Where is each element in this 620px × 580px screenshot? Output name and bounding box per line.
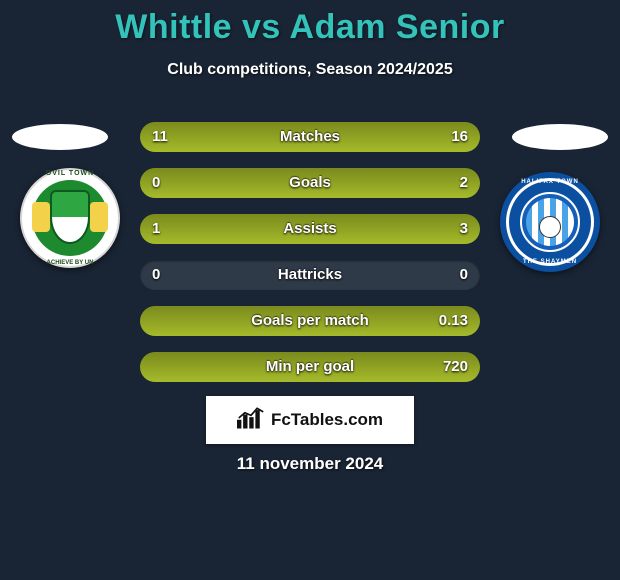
- stat-label: Matches: [140, 122, 480, 152]
- chart-icon: [237, 407, 265, 434]
- badge-left-bottom-text: ACHIEVE BY UN: [20, 260, 120, 266]
- stat-value-right: 2: [460, 168, 468, 198]
- page-title: Whittle vs Adam Senior: [0, 0, 620, 47]
- stat-value-left: 1: [152, 214, 160, 244]
- stats-container: Matches1116Goals02Assists13Hattricks00Go…: [140, 122, 480, 398]
- stat-label: Assists: [140, 214, 480, 244]
- stat-value-left: 0: [152, 260, 160, 290]
- stat-label: Min per goal: [140, 352, 480, 382]
- badge-right-bottom-text: THE SHAYMEN: [500, 259, 600, 265]
- date-label: 11 november 2024: [0, 454, 620, 474]
- pedestal-left: [12, 124, 108, 150]
- stat-row: Min per goal720: [140, 352, 480, 382]
- pedestal-right: [512, 124, 608, 150]
- club-badge-left: OVIL TOWN ACHIEVE BY UN: [20, 168, 120, 268]
- stat-row: Hattricks0 0: [140, 260, 480, 290]
- stat-row: Assists1 3: [140, 214, 480, 244]
- brand-text: FcTables.com: [271, 410, 383, 430]
- stat-row: Goals per match0.13: [140, 306, 480, 336]
- stat-value-left: 11: [152, 122, 168, 152]
- stat-label: Hattricks: [140, 260, 480, 290]
- stat-value-right: 720: [443, 352, 468, 382]
- stat-value-right: 0: [460, 260, 468, 290]
- stat-value-right: 0.13: [439, 306, 468, 336]
- stat-value-left: 0: [152, 168, 160, 198]
- stat-row: Goals0 2: [140, 168, 480, 198]
- club-badge-right: HALIFAX TOWN THE SHAYMEN: [500, 172, 600, 272]
- stat-value-right: 16: [451, 122, 468, 152]
- stat-row: Matches11 16: [140, 122, 480, 152]
- stat-label: Goals: [140, 168, 480, 198]
- stat-value-right: 3: [460, 214, 468, 244]
- stat-label: Goals per match: [140, 306, 480, 336]
- brand-link[interactable]: FcTables.com: [206, 396, 414, 444]
- badge-left-top-text: OVIL TOWN: [20, 170, 120, 177]
- page-subtitle: Club competitions, Season 2024/2025: [0, 61, 620, 79]
